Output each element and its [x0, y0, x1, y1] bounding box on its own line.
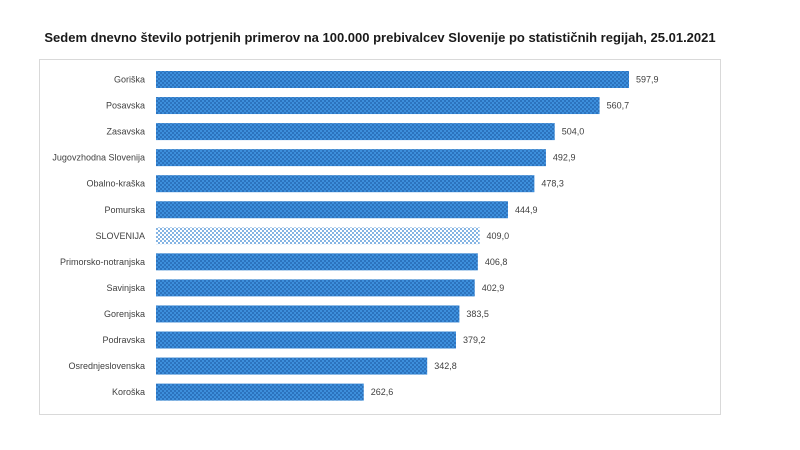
- bar: [156, 305, 460, 323]
- bar: [156, 253, 478, 271]
- bar: [156, 279, 475, 297]
- category-label: Posavska: [106, 101, 145, 111]
- value-label: 262,6: [371, 387, 394, 397]
- category-label: Gorenjska: [104, 309, 145, 319]
- bar: [156, 331, 456, 349]
- category-label: Jugovzhodna Slovenija: [52, 153, 145, 163]
- chart-title: Sedem dnevno število potrjenih primerov …: [44, 30, 716, 45]
- value-label: 444,9: [515, 205, 538, 215]
- category-label: Savinjska: [106, 283, 145, 293]
- value-label: 379,2: [463, 335, 486, 345]
- value-label: 342,8: [434, 361, 457, 371]
- value-label: 492,9: [553, 153, 576, 163]
- bar: [156, 149, 546, 167]
- bar: [156, 175, 535, 193]
- category-label: Podravska: [102, 335, 145, 345]
- value-label: 597,9: [636, 75, 659, 85]
- value-label: 504,0: [562, 127, 585, 137]
- value-label: 560,7: [607, 101, 630, 111]
- bar: [156, 357, 428, 375]
- bar: [156, 71, 629, 88]
- value-label: 409,0: [487, 231, 510, 241]
- category-label: Osrednjeslovenska: [68, 361, 145, 371]
- category-label: Goriška: [114, 75, 145, 85]
- category-label: Primorsko-notranjska: [60, 257, 145, 267]
- bar: [156, 123, 555, 141]
- bar-highlight: [156, 227, 480, 245]
- value-label: 478,3: [541, 179, 564, 189]
- value-label: 406,8: [485, 257, 508, 267]
- category-label: SLOVENIJA: [95, 231, 145, 241]
- bar: [156, 201, 508, 219]
- category-label: Obalno-kraška: [86, 179, 145, 189]
- value-label: 402,9: [482, 283, 505, 293]
- bar: [156, 97, 600, 115]
- category-label: Pomurska: [104, 205, 145, 215]
- category-label: Koroška: [112, 387, 145, 397]
- bar: [156, 383, 364, 401]
- value-label: 383,5: [466, 309, 489, 319]
- category-label: Zasavska: [106, 127, 145, 137]
